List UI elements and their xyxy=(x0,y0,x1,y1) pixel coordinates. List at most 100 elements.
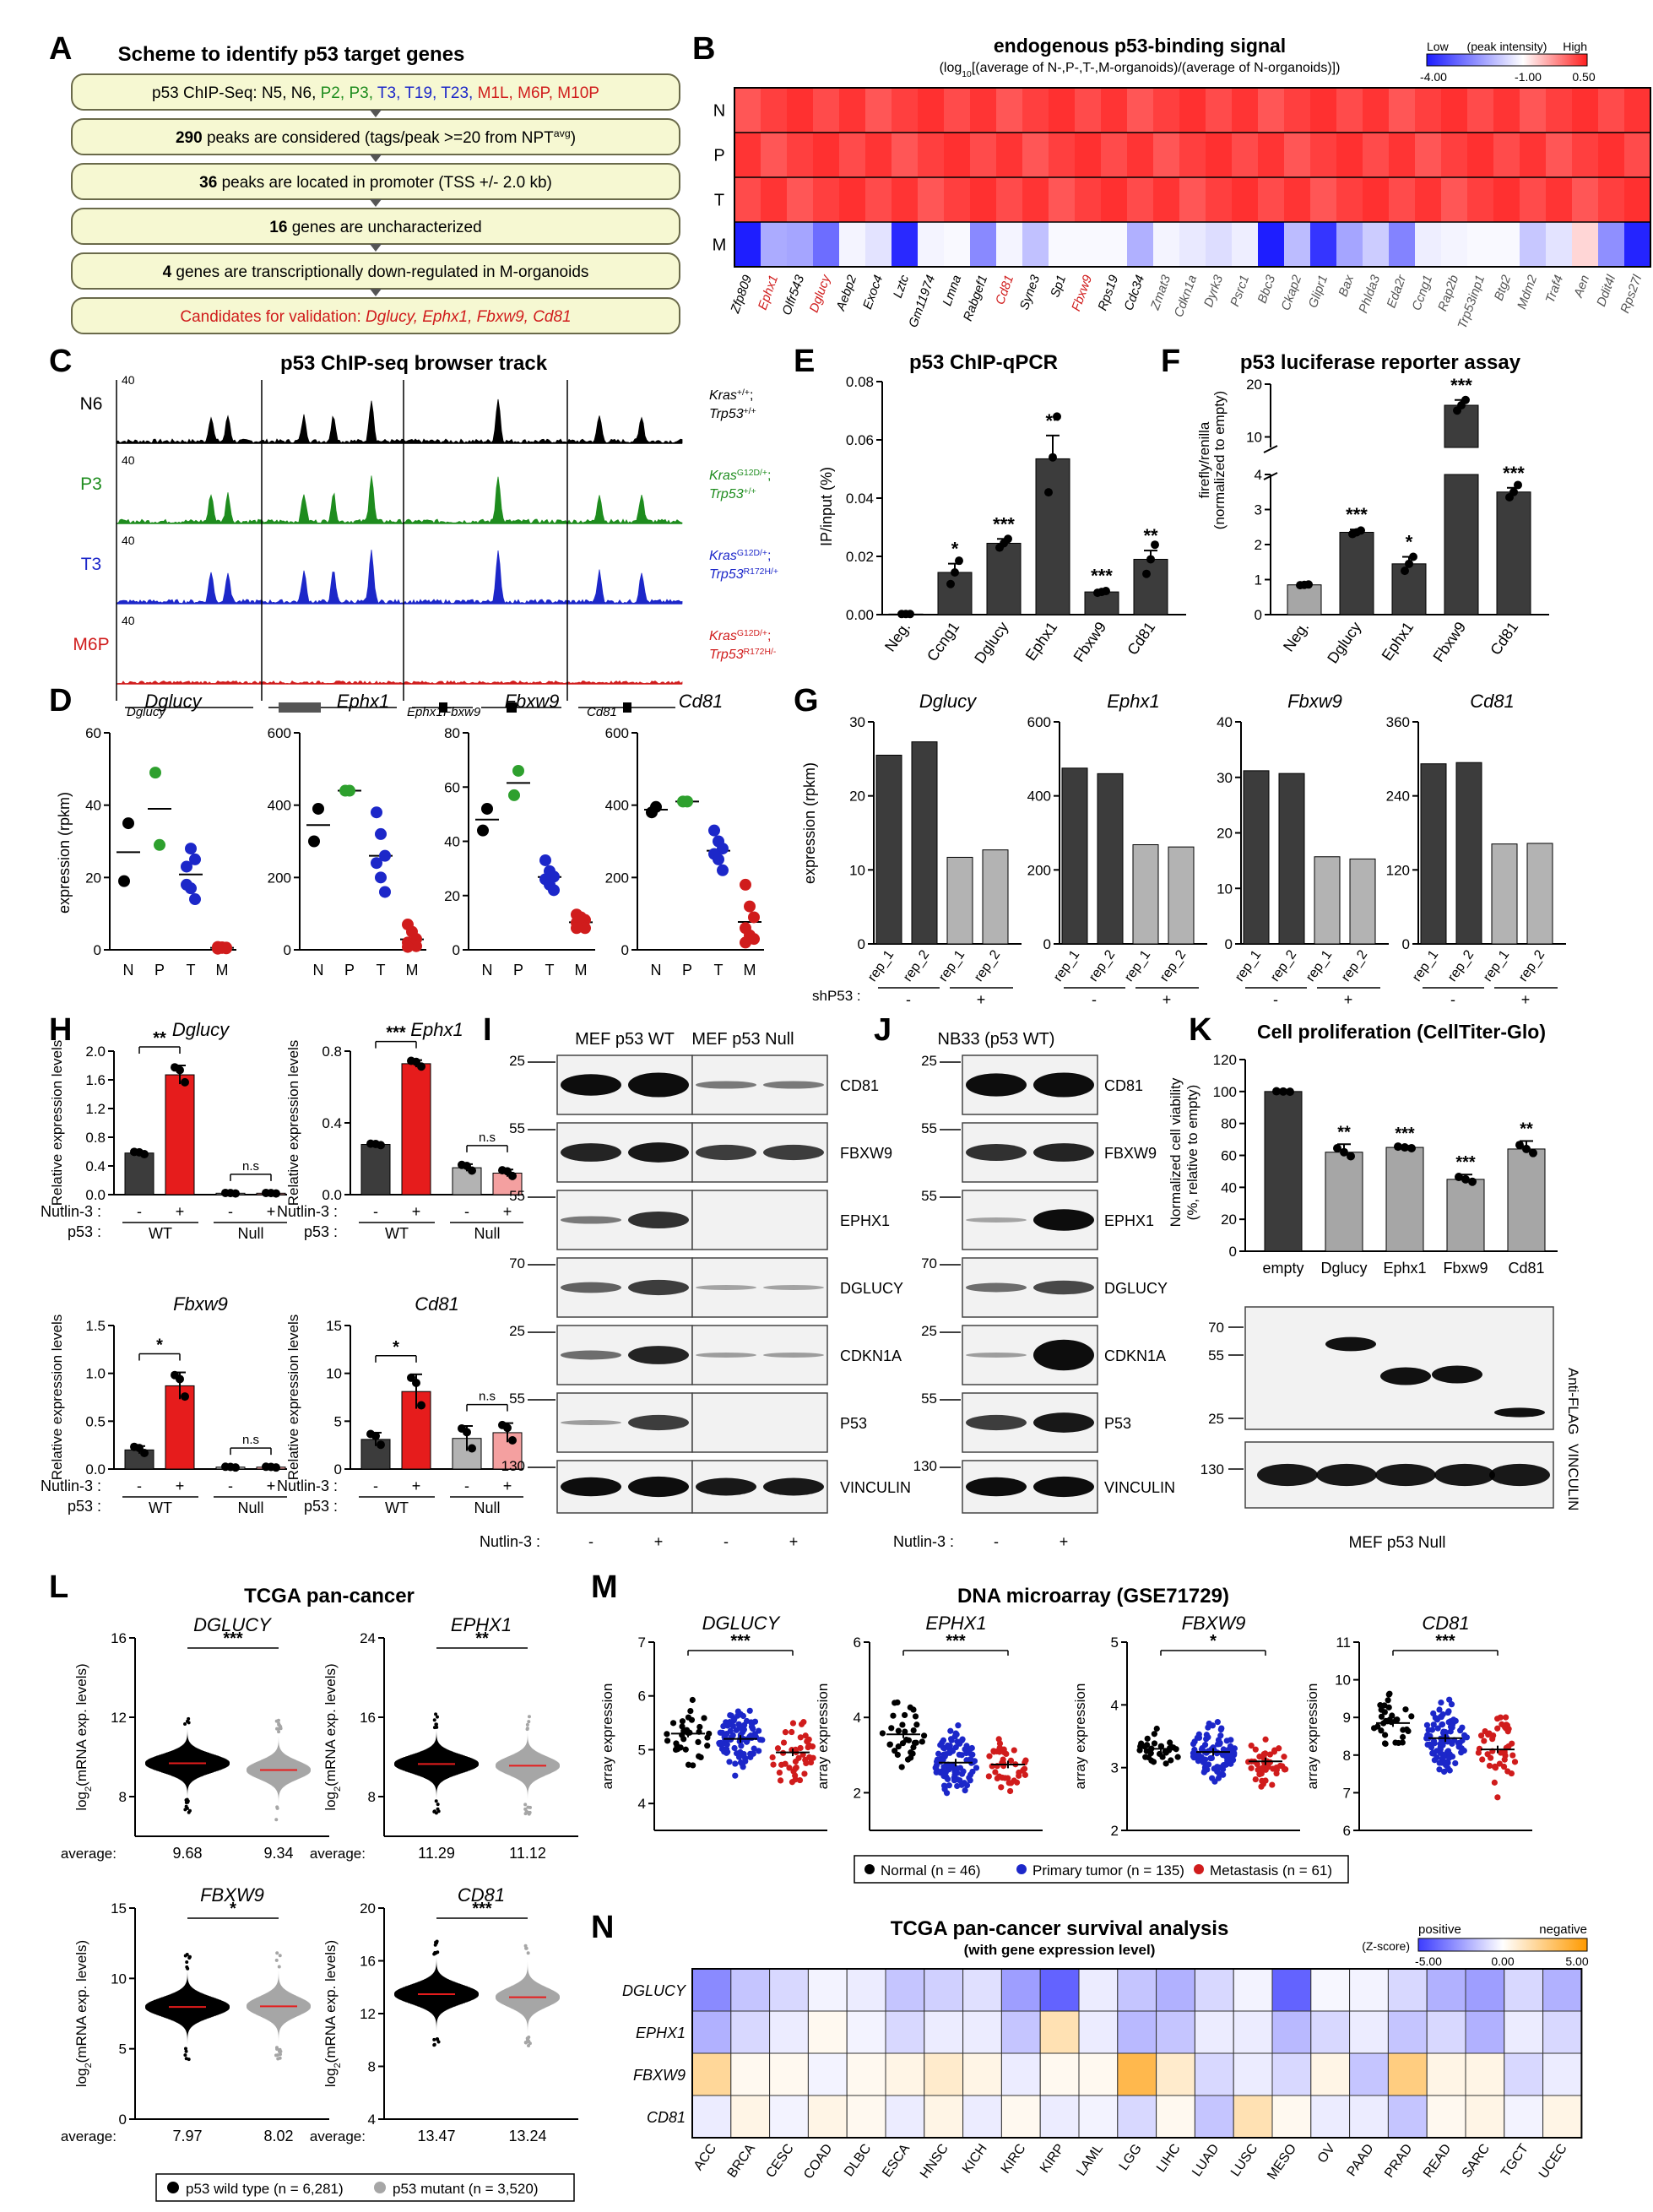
bar xyxy=(1325,1152,1363,1252)
legend-label: p53 mutant (n = 3,520) xyxy=(393,2181,538,2197)
heatmap-cell xyxy=(846,2095,886,2139)
data-point xyxy=(1223,1754,1230,1760)
x-tick-label: rep_2 xyxy=(1339,947,1370,984)
significance-mark: * xyxy=(156,1336,163,1355)
significance-mark: *** xyxy=(1435,1632,1455,1651)
average-label: average: xyxy=(310,2128,366,2144)
x-tick-label: N xyxy=(482,962,493,979)
y-tick-label: 5 xyxy=(334,1413,342,1429)
blot-band xyxy=(763,1477,824,1496)
heatmap-cell xyxy=(1415,222,1441,267)
outlier-point xyxy=(527,1720,531,1724)
violin-distribution xyxy=(394,1728,479,1800)
heatmap-cell xyxy=(970,222,996,267)
color-scale-bar xyxy=(1426,53,1588,67)
text-span: peaks are considered (tags/peak >=20 fro… xyxy=(203,129,555,147)
data-point xyxy=(1505,1743,1512,1750)
genotype-label: KrasG12D/+; xyxy=(709,629,771,644)
heatmap-cell xyxy=(1233,2052,1273,2096)
data-point xyxy=(140,1448,149,1457)
heatmap-cell xyxy=(1078,2010,1119,2054)
text-span: M10P xyxy=(553,84,599,102)
outlier-point xyxy=(183,1721,187,1726)
heatmap-cell xyxy=(1153,133,1179,177)
average-value: 13.47 xyxy=(417,2128,455,2144)
y-tick-label: 40 xyxy=(444,834,460,850)
genotype-null: Null xyxy=(474,1499,500,1516)
y-tick-label: 20 xyxy=(1217,826,1233,842)
heatmap-gene-label: Ckap2 xyxy=(1278,273,1304,312)
data-point xyxy=(1205,1734,1211,1741)
y-tick-label: 0.0 xyxy=(85,1461,106,1477)
heatmap-cell xyxy=(1206,177,1232,222)
heatmap-cell xyxy=(1271,2052,1312,2096)
y-tick-label: 0 xyxy=(1225,936,1233,952)
data-point xyxy=(1437,1741,1444,1748)
panelL-ylabel: log2(mRNA exp. levels) xyxy=(322,1663,343,1810)
legend-low: Low xyxy=(1427,40,1450,53)
heatmap-cell xyxy=(1387,1968,1428,2012)
chip-signal-track xyxy=(116,398,683,444)
outlier-point xyxy=(436,1809,441,1814)
heatmap-cell xyxy=(1156,1968,1195,2012)
mw-marker: 130 xyxy=(501,1458,525,1474)
heatmap-cell xyxy=(1194,2010,1234,2054)
blot-band xyxy=(966,1073,1027,1097)
data-point xyxy=(1286,1087,1294,1097)
data-point xyxy=(118,875,130,887)
nutlin-sign: - xyxy=(373,1203,378,1220)
outlier-point xyxy=(275,1806,279,1810)
data-point xyxy=(723,1746,730,1753)
data-point xyxy=(734,1708,741,1715)
data-point xyxy=(1401,1143,1409,1152)
y-tick-label: 30 xyxy=(1217,770,1233,786)
data-point xyxy=(892,1700,898,1706)
data-point xyxy=(1304,580,1313,589)
text-span: p53 ChIP-Seq: N5, N6, xyxy=(152,84,316,102)
x-tick-label: T xyxy=(187,962,196,979)
data-point xyxy=(951,1777,958,1784)
blot-band xyxy=(1375,1463,1436,1487)
sign-label: + xyxy=(977,991,986,1008)
outlier-point xyxy=(523,1944,528,1948)
x-tick-label: rep_1 xyxy=(1303,947,1335,984)
data-point xyxy=(1005,1775,1011,1781)
heatmap-cell xyxy=(1389,177,1415,222)
heatmap-cell xyxy=(1389,88,1415,133)
genotype-label: Trp53R172H/- xyxy=(709,648,776,663)
data-point xyxy=(1424,1732,1431,1738)
y-tick-label: 15 xyxy=(111,1900,127,1917)
data-point xyxy=(312,802,324,815)
exon-box xyxy=(623,702,631,713)
plot-gene-title: FBXW9 xyxy=(200,1884,264,1906)
heatmap-cell xyxy=(1465,1968,1505,2012)
heatmap-cell xyxy=(1363,133,1389,177)
heatmap-cell xyxy=(1271,1968,1312,2012)
heatmap-cell xyxy=(1101,177,1127,222)
data-point xyxy=(910,1706,917,1713)
data-point xyxy=(375,827,387,840)
heatmap-cell xyxy=(1598,88,1624,133)
bar xyxy=(360,1144,391,1195)
data-point xyxy=(682,1746,689,1753)
heatmap-cell xyxy=(996,88,1022,133)
data-point xyxy=(1276,1762,1284,1770)
violin-distribution xyxy=(394,1956,479,2033)
heatmap-cell xyxy=(761,133,787,177)
text-span: log xyxy=(322,2068,339,2087)
plot-gene-title: Dglucy xyxy=(172,1019,230,1040)
heatmap-cell xyxy=(1101,222,1127,267)
legend-box xyxy=(854,1855,1349,1884)
heatmap-cell xyxy=(944,88,970,133)
genotype-wt: WT xyxy=(385,1499,409,1516)
blot-band xyxy=(696,1285,756,1290)
y-tick-label: 0.06 xyxy=(846,432,874,448)
gene-name: Ephx1 xyxy=(407,705,443,719)
outlier-point xyxy=(527,1715,531,1719)
heatmap-cell xyxy=(1520,133,1546,177)
data-point xyxy=(807,1754,814,1761)
outlier-point xyxy=(275,1727,279,1731)
y-tick-label: 1.6 xyxy=(85,1072,106,1088)
text-span: genes are transcriptionally down-regulat… xyxy=(171,263,588,281)
sign-label: + xyxy=(1163,991,1172,1008)
